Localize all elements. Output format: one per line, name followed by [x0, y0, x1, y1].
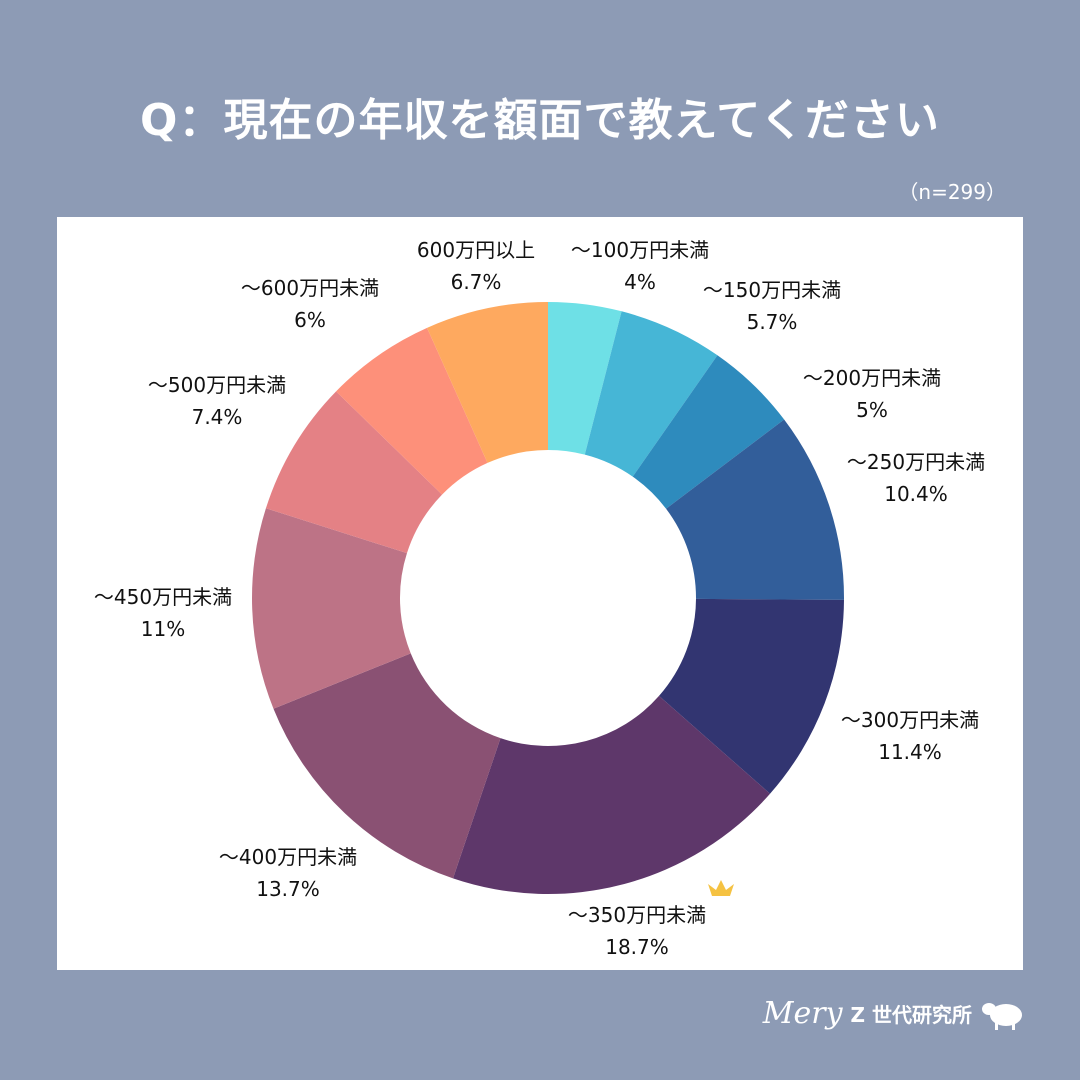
value-label: 10.4%: [884, 482, 948, 506]
sheep-icon: [982, 1002, 1022, 1030]
logo: Mery Z 世代研究所: [763, 996, 1024, 1031]
sample-size: （n=299）: [898, 180, 1006, 204]
value-label: 11.4%: [878, 740, 942, 764]
value-label: 18.7%: [605, 935, 669, 959]
slice-4: [659, 598, 844, 794]
slice-1: [584, 311, 718, 477]
logo-brand: Mery: [762, 996, 843, 1031]
category-label: ～250万円未満: [847, 450, 985, 474]
slice-2: [632, 355, 785, 509]
category-label: ～400万円未満: [219, 845, 357, 869]
slice-9: [336, 327, 488, 495]
logo-label: Z 世代研究所: [850, 1003, 972, 1027]
crown-icon: [708, 880, 734, 896]
value-label: 6%: [294, 308, 326, 332]
value-label: 11%: [141, 617, 185, 641]
value-label: 5.7%: [747, 310, 798, 334]
slice-10: [427, 302, 548, 463]
category-label: ～350万円未満: [568, 903, 706, 927]
slice-0: [548, 302, 622, 455]
category-label: ～100万円未満: [571, 238, 709, 262]
category-label: ～300万円未満: [841, 708, 979, 732]
slice-5: [453, 695, 771, 894]
value-label: 5%: [856, 398, 888, 422]
value-label: 4%: [624, 270, 656, 294]
category-label: 600万円以上: [417, 238, 535, 262]
chart-title: Q：現在の年収を額面で教えてください: [140, 95, 940, 146]
category-label: ～150万円未満: [703, 278, 841, 302]
slice-6: [273, 653, 501, 879]
value-label: 7.4%: [192, 405, 243, 429]
value-label: 13.7%: [256, 877, 320, 901]
category-label: ～500万円未満: [148, 373, 286, 397]
slice-7: [252, 508, 411, 709]
slice-3: [666, 419, 844, 600]
slice-8: [265, 391, 443, 554]
value-label: 6.7%: [451, 270, 502, 294]
category-label: ～600万円未満: [241, 276, 379, 300]
category-label: ～450万円未満: [94, 585, 232, 609]
category-label: ～200万円未満: [803, 366, 941, 390]
